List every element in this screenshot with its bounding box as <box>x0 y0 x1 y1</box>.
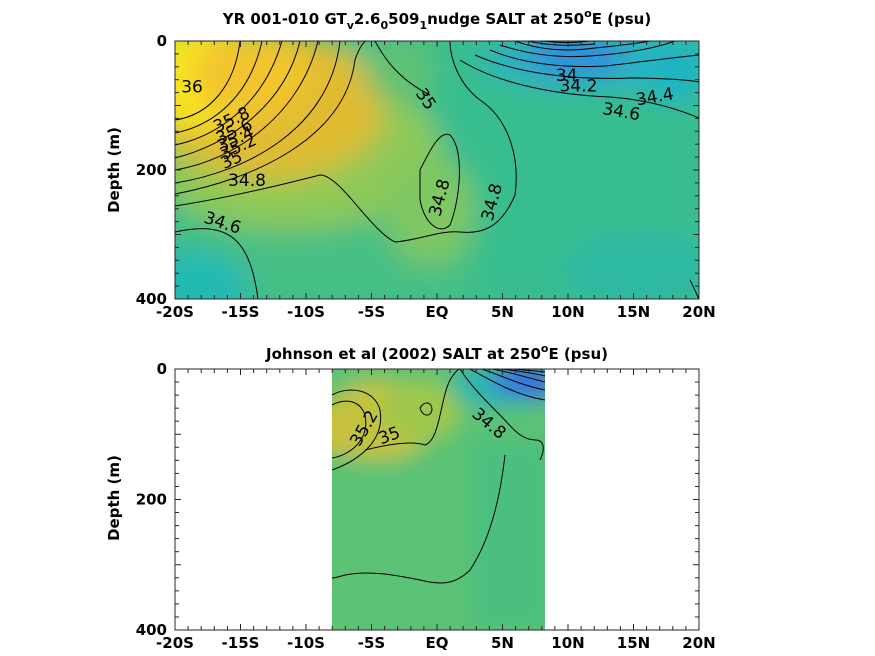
top-x-tick-label: -10S <box>287 303 325 321</box>
top-y-tick-label: 400 <box>136 290 167 308</box>
bottom-x-tick-label: 5N <box>491 634 514 652</box>
bottom-x-tick-label: -10S <box>287 634 325 652</box>
bottom-salinity-field <box>332 369 545 630</box>
top-x-tick-label: 5N <box>491 303 514 321</box>
top-x-tick-label: EQ <box>426 303 449 321</box>
top-salinity-field <box>175 41 699 299</box>
top-y-axis-label: Depth (m) <box>105 127 123 213</box>
bottom-x-tick-label: 20N <box>682 634 715 652</box>
bottom-title: Johnson et al (2002) SALT at 250oE (psu) <box>265 342 608 363</box>
top-contour-label: 34 <box>556 66 578 86</box>
bottom-x-tick-label: -20S <box>156 634 194 652</box>
top-contour-label: 34.8 <box>228 171 266 191</box>
bottom-x-tick-label: -15S <box>222 634 260 652</box>
top-x-tick-label: -20S <box>156 303 194 321</box>
bottom-x-tick-label: EQ <box>426 634 449 652</box>
bottom-x-tick-label: -5S <box>358 634 385 652</box>
bottom-y-axis-label: Depth (m) <box>105 455 123 541</box>
bottom-x-tick-label: 15N <box>617 634 650 652</box>
top-y-tick-label: 200 <box>136 161 167 179</box>
top-contour-label: 34.2 <box>560 76 598 96</box>
top-title: YR 001-010 GTv2.605091nudge SALT at 250o… <box>222 7 651 32</box>
top-x-tick-label: 10N <box>551 303 584 321</box>
top-x-tick-label: 20N <box>682 303 715 321</box>
bottom-x-axis: -20S -15S -10S -5S EQ 5N 10N 15N 20N <box>156 369 716 652</box>
top-x-tick-label: 15N <box>617 303 650 321</box>
bottom-y-tick-label: 200 <box>136 491 167 509</box>
top-y-tick-label: 0 <box>157 32 167 50</box>
top-panel: YR 001-010 GTv2.605091nudge SALT at 250o… <box>105 7 716 321</box>
bottom-panel: Johnson et al (2002) SALT at 250oE (psu) <box>105 342 716 652</box>
bottom-y-axis: 0 200 400 <box>136 360 699 639</box>
top-x-tick-label: -5S <box>358 303 385 321</box>
top-x-tick-label: -15S <box>222 303 260 321</box>
bottom-y-tick-label: 400 <box>136 621 167 639</box>
bottom-x-tick-label: 10N <box>551 634 584 652</box>
top-x-axis: -20S -15S -10S -5S EQ 5N 10N 15N 20N <box>156 41 716 321</box>
top-y-axis: 0 200 400 <box>136 32 699 308</box>
top-contour-label: 36 <box>181 78 203 98</box>
top-contours <box>175 41 699 299</box>
bottom-y-tick-label: 0 <box>157 360 167 378</box>
